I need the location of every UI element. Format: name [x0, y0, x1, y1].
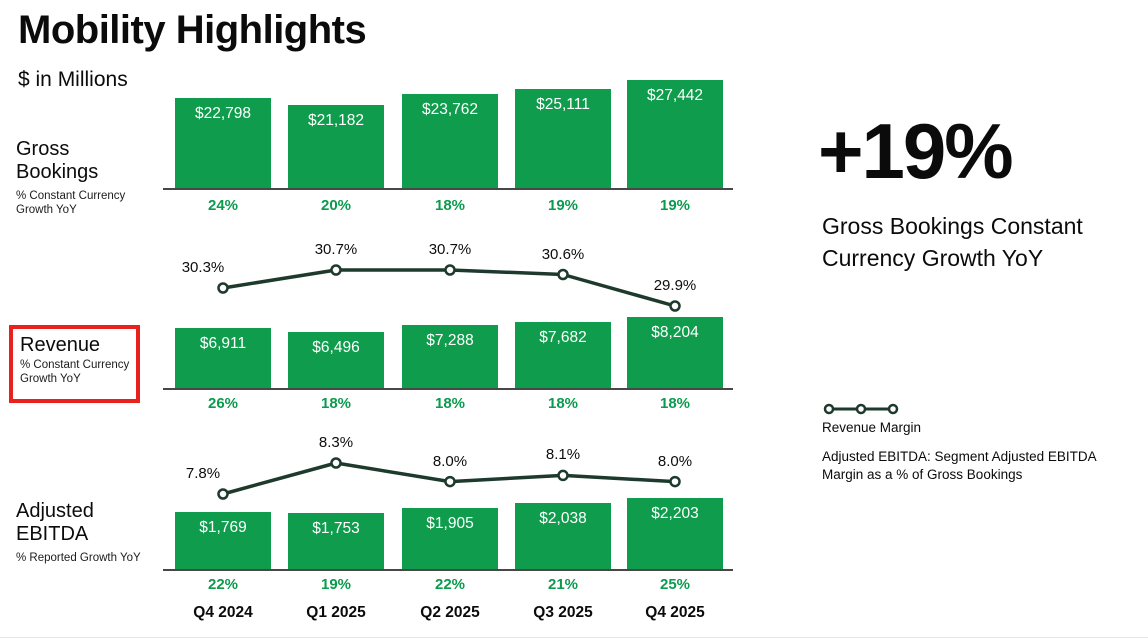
revenue-bars-growth-label-4: 18%: [659, 395, 691, 412]
revenue-bars-bar-1: [288, 332, 384, 388]
gross-bookings-bars-growth-label-4: 19%: [659, 197, 691, 214]
ebitda-margin-line-label-2: 8.0%: [432, 452, 468, 470]
line-marker-icon: [823, 403, 899, 415]
gross-bookings-bars-growth-label-1: 20%: [320, 197, 352, 214]
revenue-margin-line-label-4: 29.9%: [653, 277, 697, 294]
ebitda-margin-line-label-1: 8.3%: [318, 434, 354, 451]
revenue-label: Revenue: [20, 334, 101, 356]
row-label-adjusted-ebitda: Adjusted EBITDA % Reported Growth YoY: [16, 500, 146, 566]
quarter-label-4: Q4 2025: [645, 604, 705, 621]
revenue-margin-line-label-2: 30.7%: [428, 241, 472, 258]
gross-bookings-bars-value-label-4: $27,442: [646, 87, 704, 104]
adjusted-ebitda-bars-bar-3: [515, 503, 611, 569]
adjusted-ebitda-bars-axis: [163, 569, 733, 571]
quarter-label-1: Q1 2025: [306, 604, 366, 621]
revenue-bars-value-label-3: $7,682: [539, 329, 587, 346]
adjusted-ebitda-bars-bar-0: [175, 512, 271, 569]
ebitda-margin-line-label-3: 8.1%: [545, 446, 581, 464]
gross-bookings-bars-bar-2: [402, 94, 498, 188]
ebitda-margin-line-marker-2: [444, 475, 456, 488]
gross-bookings-sublabel: % Constant Currency Growth YoY: [16, 190, 126, 216]
gross-bookings-bars-bar-4: [627, 80, 723, 188]
revenue-bars-growth-label-2: 18%: [434, 395, 466, 412]
revenue-bars-bar-3: [515, 322, 611, 388]
adjusted-ebitda-bars-growth-label-1: 19%: [320, 576, 352, 593]
gross-bookings-bars-value-label-1: $21,182: [307, 112, 365, 129]
gross-bookings-bars-bar-0: [175, 98, 271, 188]
revenue-margin-line-marker-0: [217, 282, 229, 294]
revenue-bars-value-label-4: $8,204: [651, 324, 699, 341]
revenue-bars-value-label-2: $7,288: [426, 332, 474, 349]
revenue-highlight-box: Revenue % Constant Currency Growth YoY: [9, 325, 140, 403]
revenue-margin-line-label-0: 30.3%: [181, 259, 225, 276]
gross-bookings-bars-value-label-2: $23,762: [421, 101, 479, 118]
adjusted-ebitda-label: Adjusted EBITDA: [16, 500, 94, 545]
adjusted-ebitda-bars-growth-label-4: 25%: [659, 576, 691, 593]
adjusted-ebitda-bars-value-label-3: $2,038: [539, 510, 587, 527]
revenue-bars-growth-label-1: 18%: [320, 395, 352, 412]
revenue-margin-line-marker-4: [669, 300, 681, 312]
adjusted-ebitda-bars-value-label-4: $2,203: [651, 505, 699, 522]
ebitda-margin-line-marker-0: [217, 488, 229, 500]
quarter-label-2: Q2 2025: [420, 604, 480, 621]
revenue-bars-value-label-1: $6,496: [312, 339, 360, 356]
revenue-bars-axis: [163, 388, 733, 390]
gross-bookings-label: Gross Bookings: [16, 138, 99, 183]
ebitda-margin-line-label-0: 7.8%: [185, 465, 221, 482]
ebitda-margin-line-marker-3: [557, 469, 569, 482]
ebitda-margin-note: Adjusted EBITDA: Segment Adjusted EBITDA…: [822, 449, 1096, 482]
ebitda-margin-line-label-4: 8.0%: [657, 452, 693, 470]
adjusted-ebitda-bars-value-label-0: $1,769: [199, 519, 247, 536]
revenue-margin-line-marker-3: [557, 268, 569, 281]
revenue-sublabel: % Constant Currency Growth YoY: [20, 359, 130, 385]
gross-bookings-bars-axis: [163, 188, 733, 190]
adjusted-ebitda-bars-growth-label-0: 22%: [207, 576, 239, 593]
page-subtitle: $ in Millions: [18, 68, 128, 91]
ebitda-margin-line-marker-1: [330, 457, 342, 469]
adjusted-ebitda-bars-bar-2: [402, 508, 498, 569]
row-label-revenue: Revenue % Constant Currency Growth YoY: [13, 329, 150, 386]
row-label-gross-bookings: Gross Bookings % Constant Currency Growt…: [16, 138, 146, 217]
gross-bookings-bars-value-label-0: $22,798: [194, 105, 252, 122]
ebitda-margin-line-marker-4: [669, 475, 681, 488]
revenue-bars-bar-4: [627, 317, 723, 388]
revenue-margin-line: [221, 268, 677, 308]
gross-bookings-bars-growth-label-2: 18%: [434, 197, 466, 214]
page-title: Mobility Highlights: [18, 8, 367, 52]
adjusted-ebitda-bars-growth-label-2: 22%: [434, 576, 466, 593]
callout-value: +19%: [818, 107, 1014, 195]
revenue-margin-legend: [822, 402, 902, 421]
adjusted-ebitda-bars-value-label-2: $1,905: [426, 515, 474, 532]
adjusted-ebitda-bars-growth-label-3: 21%: [547, 576, 579, 593]
revenue-margin-line-label-3: 30.6%: [541, 245, 585, 263]
gross-bookings-bars-growth-label-3: 19%: [547, 197, 579, 214]
gross-bookings-bars-bar-3: [515, 89, 611, 188]
quarter-label-0: Q4 2024: [193, 604, 253, 621]
revenue-margin-line-marker-2: [444, 264, 456, 276]
revenue-bars-bar-2: [402, 325, 498, 388]
revenue-bars-growth-label-0: 26%: [207, 395, 239, 412]
adjusted-ebitda-sublabel: % Reported Growth YoY: [16, 552, 141, 564]
gross-bookings-bars-bar-1: [288, 105, 384, 188]
revenue-margin-line-marker-1: [330, 264, 342, 276]
revenue-bars-growth-label-3: 18%: [547, 395, 579, 412]
revenue-bars-bar-0: [175, 328, 271, 388]
adjusted-ebitda-bars-bar-1: [288, 513, 384, 569]
revenue-bars-value-label-0: $6,911: [199, 335, 247, 352]
gross-bookings-bars-growth-label-0: 24%: [207, 197, 239, 214]
revenue-margin-line-label-1: 30.7%: [314, 241, 358, 258]
revenue-margin-legend-label: Revenue Margin: [822, 420, 922, 435]
gross-bookings-bars-value-label-3: $25,111: [536, 96, 590, 113]
callout-label: Gross Bookings Constant Currency Growth …: [822, 213, 1083, 271]
adjusted-ebitda-bars-value-label-1: $1,753: [312, 520, 360, 537]
quarter-label-3: Q3 2025: [533, 604, 593, 621]
adjusted-ebitda-bars-bar-4: [627, 498, 723, 569]
